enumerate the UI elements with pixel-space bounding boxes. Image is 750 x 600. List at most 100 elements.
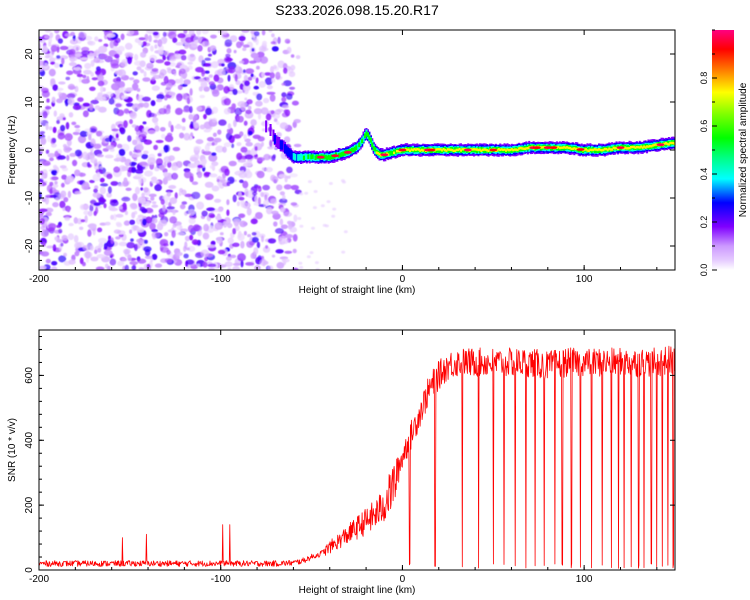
- ridge-cell: [563, 146, 566, 149]
- noise-blob: [116, 109, 125, 117]
- noise-blob: [127, 135, 132, 142]
- ridge-cell: [436, 148, 439, 151]
- ridge-cell: [439, 148, 442, 153]
- noise-blob: [123, 220, 130, 226]
- noise-blob: [95, 70, 101, 75]
- noise-blob: [247, 105, 252, 111]
- noise-blob: [51, 261, 58, 266]
- noise-blob: [217, 207, 223, 213]
- noise-blob: [209, 45, 217, 51]
- x-tick-label: -200: [29, 574, 49, 585]
- ridge-cell: [587, 147, 590, 152]
- noise-blob: [252, 191, 258, 196]
- noise-blob: [184, 193, 193, 198]
- noise-blob: [245, 160, 253, 167]
- noise-blob: [87, 229, 92, 237]
- noise-blob: [58, 81, 66, 85]
- noise-blob: [275, 71, 281, 80]
- ridge-cell: [355, 145, 358, 150]
- noise-blob: [154, 44, 158, 49]
- ridge-cell: [388, 150, 391, 156]
- noise-blob: [58, 255, 67, 263]
- noise-blob: [93, 202, 101, 207]
- noise-blob: [188, 30, 195, 36]
- noise-blob: [45, 149, 50, 154]
- noise-blob: [99, 177, 105, 183]
- noise-blob: [129, 203, 137, 208]
- ridge-cell: [641, 146, 644, 149]
- noise-blob: [79, 226, 84, 230]
- ridge-cell: [628, 146, 631, 150]
- noise-blob: [234, 74, 238, 82]
- noise-blob: [206, 196, 210, 200]
- colorbar: 0.0 0.2 0.4 0.6 0.8 Normalized spectral ampl…: [699, 29, 749, 276]
- noise-blob: [239, 166, 247, 173]
- noise-blob: [154, 125, 160, 132]
- ridge-cell: [515, 148, 518, 151]
- noise-blob: [144, 34, 149, 42]
- noise-blob: [206, 137, 215, 142]
- y-tick-label: 20: [24, 48, 35, 60]
- noise-blob: [83, 210, 90, 215]
- noise-blob: [161, 133, 166, 139]
- noise-blob: [311, 226, 315, 230]
- noise-blob: [201, 210, 208, 217]
- ridge-cell: [631, 145, 634, 149]
- noise-blob: [187, 245, 196, 252]
- noise-blob: [181, 126, 186, 131]
- noise-blob: [72, 131, 80, 136]
- noise-blob: [176, 231, 186, 236]
- noise-blob: [129, 111, 137, 120]
- noise-blob: [177, 84, 183, 91]
- ridge-cell: [301, 154, 304, 161]
- noise-blob: [57, 155, 66, 160]
- noise-blob: [60, 190, 67, 198]
- noise-blob: [67, 97, 75, 106]
- noise-blob: [243, 134, 247, 140]
- noise-blob: [226, 256, 232, 262]
- noise-blob: [52, 244, 57, 252]
- snr-x-label: Height of straight line (km): [299, 585, 416, 596]
- ridge-cell: [305, 153, 308, 161]
- noise-blob: [93, 188, 98, 194]
- noise-blob: [89, 103, 94, 111]
- noise-blob: [273, 64, 277, 70]
- ridge-cell: [602, 148, 605, 152]
- noise-blob: [68, 112, 74, 118]
- noise-blob: [259, 56, 269, 64]
- noise-blob: [133, 79, 140, 84]
- noise-blob: [136, 66, 142, 71]
- ridge-peak: [489, 148, 498, 152]
- noise-blob: [254, 185, 261, 189]
- noise-blob: [107, 265, 111, 270]
- ridge-cell: [374, 147, 377, 152]
- noise-blob: [232, 88, 238, 95]
- noise-blob: [41, 251, 50, 257]
- noise-blob: [125, 187, 132, 191]
- noise-blob: [324, 224, 329, 228]
- noise-blob: [121, 196, 131, 202]
- noise-blob: [64, 98, 69, 107]
- ridge-peak: [316, 155, 325, 159]
- noise-blob: [97, 227, 103, 233]
- noise-blob: [127, 30, 135, 35]
- noise-blob: [261, 235, 264, 243]
- noise-blob: [180, 228, 189, 233]
- ridge-cell: [625, 147, 628, 150]
- noise-blob: [283, 80, 292, 87]
- noise-blob: [259, 259, 268, 266]
- noise-blob: [271, 46, 279, 52]
- noise-blob: [154, 263, 163, 268]
- ridge-peak: [398, 148, 407, 152]
- noise-blob: [209, 173, 218, 178]
- noise-blob: [193, 76, 201, 80]
- noise-blob: [277, 36, 281, 45]
- noise-blob: [76, 218, 83, 225]
- noise-blob: [211, 185, 220, 192]
- noise-blob: [118, 241, 128, 247]
- ridge-cell: [324, 154, 327, 160]
- ridge-cell: [275, 135, 278, 148]
- noise-blob: [185, 37, 193, 43]
- noise-blob: [195, 139, 204, 145]
- snr-line: [39, 345, 675, 569]
